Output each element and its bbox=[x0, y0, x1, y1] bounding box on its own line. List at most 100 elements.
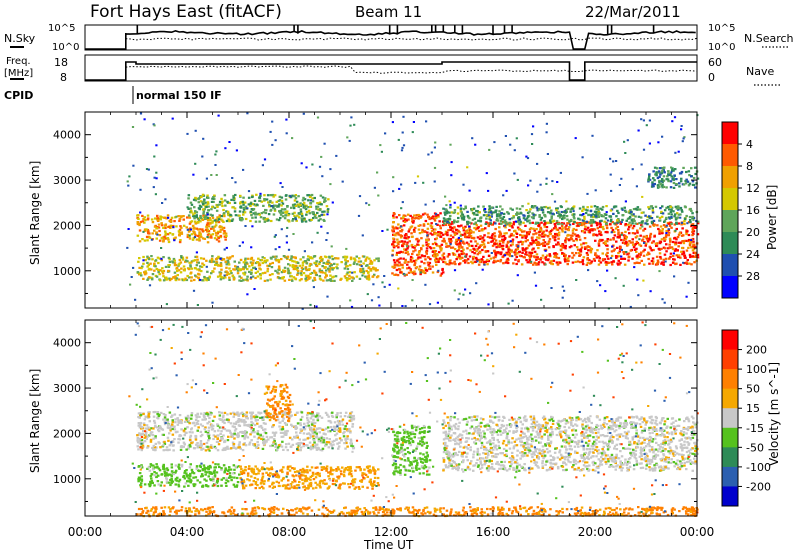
velocity-panel: 1000 2000 3000 4000 Slant Range [km] 200 100… bbox=[28, 319, 781, 518]
x-tick-label: 00:00 bbox=[68, 525, 103, 539]
y-tick-label: 4000 bbox=[53, 337, 81, 350]
colorbar-tick-label: 12 bbox=[746, 182, 760, 195]
y-tick-label: 1000 bbox=[53, 265, 81, 278]
power-data bbox=[126, 112, 700, 310]
cpid-label: CPID bbox=[4, 89, 33, 102]
y-tick-label: 3000 bbox=[53, 174, 81, 187]
sparse-scatter bbox=[128, 320, 699, 515]
nsearch-right-tick-bottom: 10^0 bbox=[708, 42, 735, 53]
velocity-colorbar-label: Velocity [m s^-1] bbox=[767, 362, 781, 466]
power-colorbar: 4 8 12 16 20 24 28 bbox=[721, 121, 760, 299]
colorbar-tick-label: 16 bbox=[746, 204, 760, 217]
freq-label-line2: [MHz] bbox=[4, 68, 33, 79]
colorbar-segment bbox=[722, 388, 738, 409]
x-axis-label: Time UT bbox=[363, 538, 414, 552]
colorbar-segment bbox=[722, 447, 738, 468]
colorbar-segment bbox=[722, 276, 738, 299]
colorbar-segment bbox=[722, 166, 738, 189]
colorbar-segment bbox=[722, 349, 738, 370]
colorbar-segment bbox=[722, 210, 738, 233]
x-tick-label: 16:00 bbox=[476, 525, 511, 539]
power-y-ticks: 1000 2000 3000 4000 bbox=[53, 111, 697, 294]
x-tick-label: 04:00 bbox=[170, 525, 205, 539]
colorbar-tick-label: 4 bbox=[746, 138, 753, 151]
nsky-left-tick-top: 10^5 bbox=[48, 23, 75, 34]
freq-label-line1: Freq. bbox=[6, 56, 31, 67]
colorbar-tick-label: -200 bbox=[746, 480, 771, 493]
freq-trace bbox=[85, 61, 697, 81]
power-colorbar-label: Power [dB] bbox=[765, 185, 779, 250]
nave-label: Nave bbox=[746, 65, 774, 78]
velocity-data bbox=[128, 320, 699, 518]
range-time-band bbox=[647, 166, 700, 189]
nave-right-tick-bottom: 0 bbox=[708, 71, 715, 84]
colorbar-segment bbox=[722, 232, 738, 255]
power-panel: 1000 2000 3000 4000 Slant Range [km] 4 8 12 16… bbox=[28, 111, 779, 310]
range-time-band bbox=[187, 193, 330, 223]
range-time-band bbox=[137, 463, 241, 488]
range-time-band bbox=[263, 383, 292, 422]
colorbar-segment bbox=[722, 144, 738, 167]
velocity-y-axis-label: Slant Range [km] bbox=[28, 369, 42, 473]
station-title: Fort Hays East (fitACF) bbox=[90, 2, 282, 22]
colorbar-segment bbox=[722, 330, 738, 351]
sparse-scatter bbox=[126, 112, 699, 310]
y-tick-label: 4000 bbox=[53, 129, 81, 142]
colorbar-frame bbox=[721, 329, 739, 507]
colorbar-tick-label: 200 bbox=[746, 344, 767, 357]
range-time-band bbox=[239, 465, 380, 490]
colorbar-tick-label: -50 bbox=[746, 441, 764, 454]
y-tick-label: 1000 bbox=[53, 473, 81, 486]
range-time-band bbox=[391, 212, 445, 277]
colorbar-segment bbox=[722, 369, 738, 390]
range-time-band bbox=[136, 255, 380, 282]
colorbar-segment bbox=[722, 427, 738, 448]
y-tick-label: 2000 bbox=[53, 427, 81, 440]
velocity-colorbar: 200 100 50 15 -15 -50 -100 -200 bbox=[721, 329, 771, 507]
x-axis-ticks: 00:00 04:00 08:00 12:00 16:00 20:00 00:00 bbox=[68, 112, 715, 539]
range-time-band bbox=[391, 424, 432, 476]
x-tick-label: 08:00 bbox=[272, 525, 307, 539]
nsky-label: N.Sky bbox=[4, 32, 36, 45]
x-tick-label: 00:00 bbox=[680, 525, 715, 539]
colorbar-segment bbox=[722, 408, 738, 429]
colorbar-segment bbox=[722, 122, 738, 145]
range-time-band bbox=[442, 205, 700, 226]
y-tick-label: 2000 bbox=[53, 219, 81, 232]
power-y-axis-label: Slant Range [km] bbox=[28, 161, 42, 265]
colorbar-tick-label: 20 bbox=[746, 226, 760, 239]
beam-label: Beam 11 bbox=[355, 3, 422, 21]
cpid-panel: CPID normal 150 IF bbox=[4, 86, 222, 104]
nsky-left-tick-bottom: 10^0 bbox=[52, 42, 79, 53]
colorbar-segment bbox=[722, 188, 738, 211]
range-time-band bbox=[442, 220, 700, 267]
colorbar-tick-label: 24 bbox=[746, 248, 760, 261]
nsky-trace bbox=[85, 25, 696, 50]
colorbar-tick-label: 50 bbox=[746, 383, 760, 396]
nsearch-right-tick-top: 10^5 bbox=[708, 23, 735, 34]
date-label: 22/Mar/2011 bbox=[585, 3, 681, 21]
nsky-panel: N.Sky 10^5 10^0 10^5 10^0 N.Search bbox=[4, 23, 794, 53]
freq-left-tick-bottom: 8 bbox=[60, 71, 67, 84]
colorbar-segment bbox=[722, 254, 738, 277]
colorbar-segment bbox=[722, 466, 738, 487]
colorbar-tick-label: 100 bbox=[746, 363, 767, 376]
nsearch-trace bbox=[125, 37, 698, 41]
x-tick-label: 20:00 bbox=[578, 525, 613, 539]
colorbar-tick-label: 15 bbox=[746, 402, 760, 415]
freq-panel: Freq. [MHz] 18 8 60 0 Nave bbox=[4, 54, 782, 86]
range-time-band bbox=[136, 214, 228, 244]
range-time-band bbox=[136, 410, 356, 452]
colorbar-segment bbox=[722, 486, 738, 507]
nsearch-label: N.Search bbox=[744, 32, 794, 45]
colorbar-tick-label: -100 bbox=[746, 461, 771, 474]
colorbar-tick-label: 8 bbox=[746, 160, 753, 173]
colorbar-tick-label: -15 bbox=[746, 422, 764, 435]
cpid-program: normal 150 IF bbox=[136, 89, 222, 102]
range-time-band bbox=[442, 415, 699, 472]
y-tick-label: 3000 bbox=[53, 382, 81, 395]
velocity-y-ticks: 1000 2000 3000 4000 bbox=[53, 319, 697, 502]
colorbar-tick-label: 28 bbox=[746, 270, 760, 283]
freq-left-tick-top: 18 bbox=[54, 56, 68, 69]
